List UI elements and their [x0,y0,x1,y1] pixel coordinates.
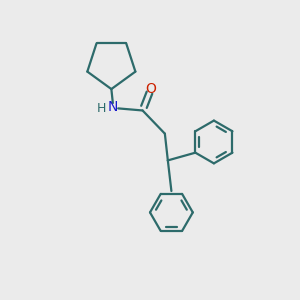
Text: H: H [97,103,106,116]
Text: N: N [108,100,118,115]
Text: O: O [146,82,156,96]
